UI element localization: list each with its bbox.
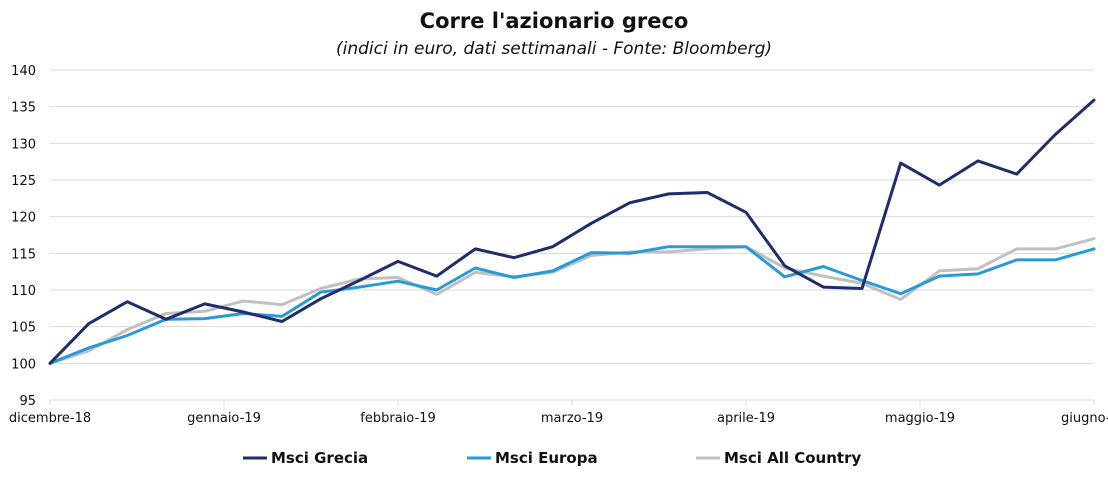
legend: Msci Grecia Msci Europa Msci All Country	[243, 449, 861, 467]
x-axis-ticks: dicembre-18 gennaio-19 febbraio-19 marzo-19…	[9, 400, 1108, 426]
y-axis-ticks: 95 100 105 110 115 120 125 130 135 140	[11, 64, 36, 409]
y-tick-label: 115	[11, 247, 36, 262]
legend-label-msci-all-country: Msci All Country	[724, 449, 861, 467]
series-lines	[48, 98, 1096, 365]
x-tick-label: maggio-19	[885, 411, 955, 426]
series-line-msci-europa	[48, 245, 1096, 365]
x-tick-label: gennaio-19	[187, 411, 261, 426]
y-tick-label: 110	[11, 284, 36, 299]
y-tick-label: 135	[11, 101, 36, 116]
x-tick-label: aprile-19	[717, 411, 775, 426]
y-tick-label: 120	[11, 211, 36, 226]
y-tick-label: 95	[19, 394, 36, 409]
y-tick-label: 105	[11, 321, 36, 336]
series-line-msci-all-country	[48, 237, 1096, 365]
y-tick-label: 130	[11, 137, 36, 152]
x-tick-label: febbraio-19	[360, 411, 435, 426]
x-tick-label: dicembre-18	[9, 411, 91, 426]
grid-lines	[50, 69, 1094, 401]
legend-label-msci-europa: Msci Europa	[495, 449, 598, 467]
series-line-msci-grecia	[48, 98, 1096, 365]
legend-label-msci-grecia: Msci Grecia	[271, 449, 368, 467]
y-tick-label: 100	[11, 357, 36, 372]
chart-subtitle: (indici in euro, dati settimanali - Font…	[336, 39, 772, 59]
x-tick-label: marzo-19	[541, 411, 603, 426]
x-tick-label: giugno-19	[1061, 411, 1108, 426]
y-tick-label: 125	[11, 174, 36, 189]
chart-title: Corre l'azionario greco	[420, 9, 689, 33]
y-tick-label: 140	[11, 64, 36, 79]
